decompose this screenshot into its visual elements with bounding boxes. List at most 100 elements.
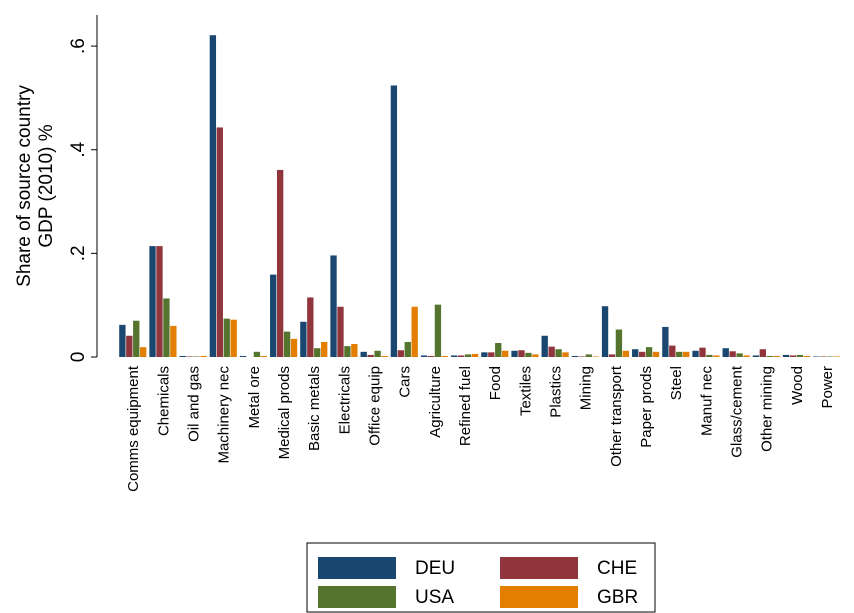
- x-tick-label: Electricals: [336, 366, 353, 434]
- bar: [216, 127, 223, 357]
- bar: [796, 354, 804, 357]
- bar: [411, 306, 418, 357]
- x-tick-label: Glass/cement: [728, 365, 745, 458]
- bar: [170, 325, 177, 357]
- legend-swatch: [500, 586, 578, 608]
- x-tick-label: Chemicals: [155, 366, 172, 436]
- bar: [321, 341, 328, 357]
- bar: [789, 355, 797, 357]
- bar: [525, 352, 532, 357]
- bar: [179, 355, 186, 357]
- bar: [676, 351, 683, 357]
- bar: [615, 329, 623, 357]
- bar: [502, 350, 509, 357]
- x-tick-label: Mining: [578, 366, 595, 410]
- x-tick-label: Metal ore: [246, 366, 263, 429]
- bar: [571, 355, 579, 357]
- y-tick-label: .2: [68, 245, 89, 261]
- y-axis-title: Share of source country: [14, 85, 35, 287]
- bar: [193, 356, 200, 357]
- bar: [782, 354, 790, 357]
- bar: [253, 351, 261, 357]
- bar: [390, 85, 398, 358]
- x-tick-label: Power: [819, 366, 836, 409]
- bar: [471, 353, 479, 357]
- bar: [434, 304, 442, 357]
- bar: [457, 355, 465, 357]
- x-tick-label: Steel: [668, 366, 685, 400]
- x-tick-label: Paper prods: [638, 366, 655, 448]
- bar: [360, 351, 367, 357]
- bar: [367, 354, 374, 357]
- bar: [518, 350, 525, 357]
- legend-label: CHE: [597, 558, 637, 579]
- bar: [270, 274, 277, 357]
- bar: [488, 352, 495, 357]
- bar: [427, 355, 435, 357]
- bar: [532, 354, 539, 357]
- bar: [548, 346, 555, 357]
- bar: [119, 324, 126, 357]
- bar: [140, 347, 147, 357]
- bar: [819, 356, 827, 357]
- bar: [230, 319, 237, 357]
- y-tick-label: .6: [68, 38, 89, 54]
- bar: [511, 350, 518, 357]
- bar: [156, 246, 163, 357]
- x-tick-label: Basic metals: [306, 366, 323, 451]
- bar: [495, 343, 502, 357]
- bar: [729, 351, 736, 357]
- bar: [381, 355, 388, 357]
- bar: [464, 354, 472, 357]
- bar: [826, 356, 834, 357]
- bar: [337, 306, 344, 357]
- bar: [133, 320, 140, 357]
- x-tick-label: Cars: [397, 366, 414, 398]
- bar: [692, 350, 699, 357]
- x-tick-label: Textiles: [517, 366, 534, 416]
- bar: [300, 321, 307, 357]
- bar: [260, 355, 268, 357]
- x-tick-label: Machinery nec: [216, 366, 233, 464]
- x-tick-label: Other transport: [608, 365, 625, 467]
- bar: [669, 345, 676, 357]
- bar: [555, 349, 562, 357]
- legend-swatch: [318, 586, 396, 608]
- bar: [608, 354, 616, 357]
- bar: [186, 356, 193, 357]
- bar: [759, 349, 766, 357]
- bar: [699, 347, 706, 357]
- bar: [736, 353, 743, 357]
- legend-swatch: [318, 557, 396, 579]
- bar: [645, 347, 653, 357]
- bar: [632, 349, 639, 357]
- bar: [833, 356, 841, 357]
- bar: [344, 346, 351, 357]
- bar: [330, 255, 337, 357]
- bar: [713, 355, 720, 357]
- bar: [722, 348, 729, 357]
- y-tick-label: 0: [68, 352, 89, 363]
- bar: [562, 352, 569, 357]
- x-tick-label: Comms equipment: [125, 365, 142, 492]
- x-tick-label: Other mining: [759, 366, 776, 452]
- legend-label: GBR: [597, 587, 638, 608]
- bar: [813, 356, 820, 357]
- bar: [706, 354, 713, 357]
- bar: [126, 335, 133, 357]
- bar: [592, 356, 599, 357]
- bar: [239, 355, 247, 357]
- bar: [638, 351, 646, 357]
- bar: [652, 351, 660, 357]
- bar: [397, 350, 404, 357]
- bar: [743, 355, 750, 357]
- bar: [200, 355, 207, 357]
- bar: [276, 169, 284, 357]
- bar: [451, 355, 458, 357]
- x-tick-label: Office equip: [366, 366, 383, 446]
- bar: [163, 298, 170, 357]
- bar: [441, 355, 449, 357]
- y-tick-label: .4: [68, 141, 89, 157]
- legend-label: DEU: [415, 558, 455, 579]
